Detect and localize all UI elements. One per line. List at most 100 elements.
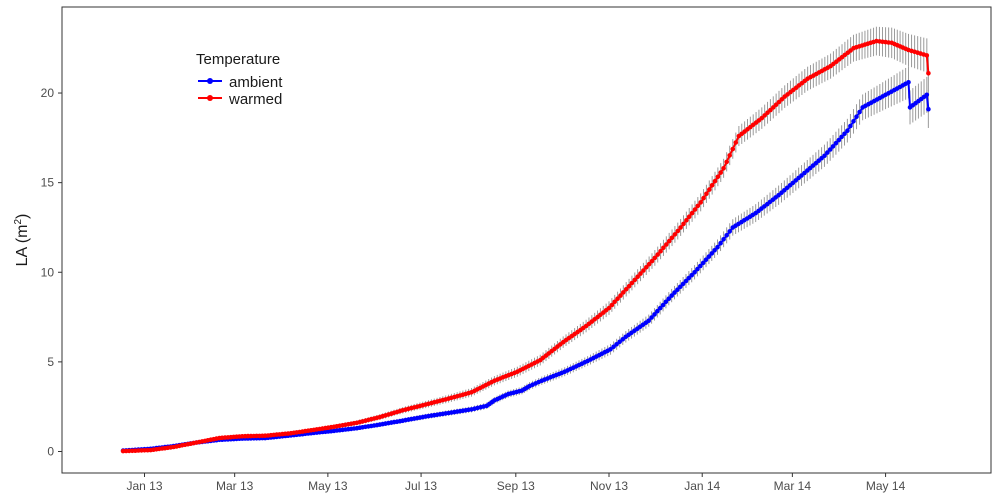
x-tick-label: Mar 14 (774, 479, 812, 493)
data-point-warmed (644, 265, 649, 270)
data-point-warmed (698, 200, 703, 205)
data-point-warmed (626, 283, 632, 289)
data-point-warmed (715, 174, 721, 180)
legend-title: Temperature (196, 51, 280, 68)
data-point-warmed (730, 146, 736, 152)
data-point-warmed (652, 255, 658, 261)
data-point-ambient (727, 229, 732, 234)
data-point-ambient (709, 251, 715, 256)
data-point-ambient (692, 270, 697, 275)
data-point-ambient (678, 284, 683, 290)
data-point-warmed (707, 187, 712, 192)
y-tick-label: 15 (41, 176, 55, 190)
y-axis-title-superscript: 2 (13, 219, 24, 225)
x-axis: Jan 13 Mar 13 May 13 Jul 13 Sep 13 Nov 13 Jan … (126, 473, 906, 493)
data-point-ambient (827, 147, 833, 152)
data-point-warmed (773, 102, 779, 107)
data-point-warmed (675, 228, 681, 234)
data-point-warmed (612, 299, 617, 305)
data-point-warmed (621, 290, 626, 295)
data-point-warmed (632, 277, 638, 283)
data-point-ambient (839, 134, 844, 140)
data-point-warmed (609, 302, 615, 308)
legend-label-warmed: warmed (228, 91, 282, 108)
data-point-warmed (768, 107, 773, 113)
data-point-warmed (733, 140, 739, 145)
data-point-ambient (689, 272, 694, 278)
data-point-warmed (718, 170, 723, 175)
y-tick-label: 10 (41, 265, 55, 279)
x-tick-label: May 14 (866, 479, 906, 493)
data-point-ambient (724, 233, 729, 238)
data-point-warmed (689, 210, 695, 216)
data-point-ambient (686, 275, 692, 281)
data-point-ambient (663, 299, 669, 305)
data-point-warmed (681, 221, 686, 227)
data-point-ambient (660, 302, 666, 308)
data-point-warmed (704, 191, 709, 197)
y-tick-label: 0 (47, 444, 54, 458)
data-point-warmed (655, 252, 660, 257)
plot-panel-border (61, 6, 992, 474)
y-tick-label: 5 (47, 355, 54, 369)
y-axis: 0 5 10 15 20 (41, 86, 62, 458)
x-tick-label: May 13 (308, 479, 348, 493)
data-point-warmed (759, 115, 765, 121)
data-point-ambient (614, 342, 619, 347)
series-points (120, 38, 931, 454)
data-point-ambient (698, 263, 703, 269)
legend-key-warmed-point (207, 95, 213, 101)
data-point-ambient (657, 305, 663, 311)
data-point-ambient (845, 128, 850, 133)
data-point-warmed (926, 71, 931, 76)
data-point-ambient (646, 318, 651, 324)
data-point-warmed (641, 268, 646, 273)
y-axis-title-close: ) (14, 214, 31, 219)
data-point-ambient (715, 244, 720, 250)
data-point-warmed (638, 271, 643, 276)
y-axis-title-main: LA (m (14, 225, 31, 267)
data-point-ambient (857, 109, 862, 115)
data-point-warmed (618, 293, 623, 298)
plot-panel-background (62, 7, 991, 473)
data-point-ambient (703, 257, 709, 263)
data-point-ambient (669, 293, 674, 298)
x-tick-label: Nov 13 (590, 479, 628, 493)
data-point-warmed (678, 225, 683, 230)
data-point-ambient (836, 137, 842, 143)
data-point-warmed (686, 214, 692, 219)
data-point-ambient (672, 290, 677, 295)
data-point-warmed (649, 258, 655, 264)
data-point-warmed (672, 232, 678, 237)
x-tick-label: Jul 13 (405, 479, 437, 493)
data-point-ambient (718, 240, 723, 246)
data-point-ambient (695, 266, 700, 272)
data-point-warmed (658, 248, 663, 254)
data-point-ambient (926, 106, 931, 112)
data-point-warmed (701, 195, 706, 201)
data-point-ambient (652, 312, 657, 317)
data-point-ambient (924, 92, 930, 98)
data-point-warmed (692, 207, 698, 212)
data-point-warmed (623, 287, 629, 292)
data-point-warmed (721, 166, 726, 171)
data-point-ambient (680, 281, 686, 287)
data-point-warmed (776, 99, 782, 105)
data-point-warmed (661, 245, 666, 251)
y-tick-label: 20 (41, 86, 55, 100)
data-point-warmed (724, 159, 729, 165)
legend: Temperature ambient warmed (196, 51, 283, 108)
data-point-ambient (683, 278, 689, 284)
data-point-ambient (655, 308, 660, 314)
data-point-ambient (830, 144, 836, 149)
data-point-warmed (629, 280, 635, 286)
data-point-ambient (825, 150, 830, 155)
data-point-ambient (848, 123, 853, 129)
data-point-ambient (666, 296, 672, 302)
data-point-warmed (727, 153, 732, 158)
data-point-warmed (924, 53, 930, 58)
data-point-ambient (706, 254, 712, 259)
x-tick-label: Sep 13 (497, 479, 535, 493)
data-point-warmed (646, 261, 652, 267)
